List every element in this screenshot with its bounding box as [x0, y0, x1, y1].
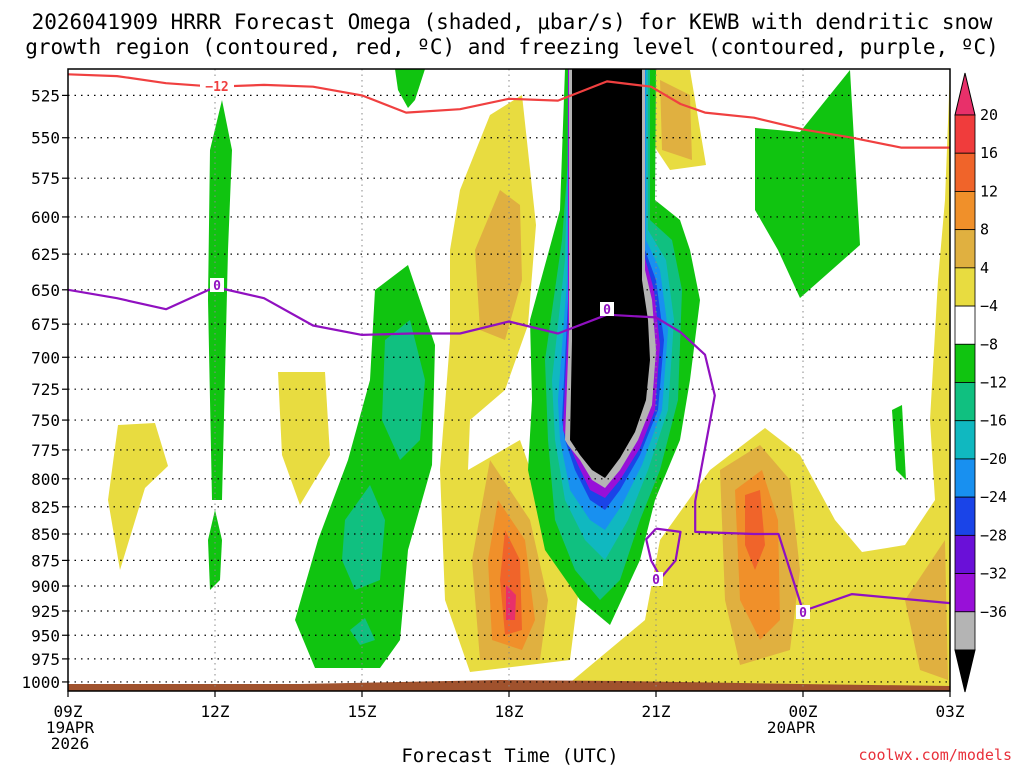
x-tick-label: 21Z	[642, 702, 671, 721]
shade-yellow-mid	[278, 372, 330, 505]
chart-title-line1: 2026041909 HRRR Forecast Omega (shaded, …	[32, 10, 993, 34]
shade-orange-18z-upper	[475, 190, 522, 340]
colorbar-label: −36	[980, 603, 1007, 621]
y-tick-label: 700	[31, 348, 60, 367]
shade-teal-low	[342, 485, 385, 590]
y-tick-label: 675	[31, 315, 60, 334]
colorbar-segment	[954, 191, 976, 231]
colorbar-segment	[954, 534, 976, 574]
colorbar: 20 16 12 8 4 −4 −8 −12 −16 −20 −24 −28 −32 −36	[954, 72, 1007, 693]
colorbar-segment	[954, 114, 976, 154]
colorbar-segment	[954, 229, 976, 269]
x-tick-label: 15Z	[348, 702, 377, 721]
y-axis: 525 550 575 600 625 650 675 700 725 750 775 800 825 8…	[21, 86, 68, 692]
colorbar-label: 4	[980, 259, 989, 277]
colorbar-cap-top	[954, 72, 976, 116]
y-tick-label: 850	[31, 525, 60, 544]
y-tick-label: 600	[31, 208, 60, 227]
colorbar-segment	[954, 420, 976, 460]
x-tick-label: 09Z	[54, 702, 83, 721]
colorbar-label: −20	[980, 450, 1007, 468]
shade-black-core	[570, 69, 650, 478]
shade-green-12z-low	[208, 510, 222, 590]
colorbar-segment	[954, 382, 976, 422]
shade-teal-main	[382, 320, 425, 460]
plot-area	[68, 69, 950, 691]
y-tick-label: 825	[31, 498, 60, 517]
freezing-label-21z: 0	[652, 573, 660, 588]
colorbar-label: −24	[980, 488, 1007, 506]
shade-pink-18z	[506, 585, 516, 620]
colorbar-segment	[954, 267, 976, 307]
shade-orange-top	[660, 80, 692, 160]
freezing-label-20z: 0	[603, 303, 611, 318]
x-tick-label: 2026	[51, 734, 90, 753]
shade-green-small	[892, 405, 906, 480]
colorbar-segment	[954, 611, 976, 651]
y-tick-label: 775	[31, 441, 60, 460]
colorbar-label: −28	[980, 526, 1007, 544]
colorbar-label: −32	[980, 565, 1007, 583]
colorbar-label: 20	[980, 106, 998, 124]
y-tick-label: 900	[31, 577, 60, 596]
colorbar-segment	[954, 152, 976, 192]
shade-yellow-left	[108, 423, 168, 570]
y-tick-label: 625	[31, 245, 60, 264]
gridlines	[68, 69, 950, 691]
y-tick-label: 950	[31, 626, 60, 645]
colorbar-label: 16	[980, 144, 998, 162]
y-tick-label: 875	[31, 551, 60, 570]
x-tick-label: 12Z	[201, 702, 230, 721]
y-tick-label: 550	[31, 129, 60, 148]
y-tick-label: 725	[31, 380, 60, 399]
colorbar-label: −12	[980, 374, 1007, 392]
y-tick-label: 800	[31, 470, 60, 489]
chart-title-line2: growth region (contoured, red, ºC) and f…	[25, 35, 999, 59]
y-tick-label: 575	[31, 169, 60, 188]
shade-red-00z	[745, 490, 765, 570]
colorbar-segment	[954, 458, 976, 498]
colorbar-segment	[954, 305, 976, 345]
colorbar-label: 12	[980, 182, 998, 200]
x-tick-label: 00Z	[789, 702, 818, 721]
shade-orange-right	[905, 540, 948, 680]
colorbar-segment	[954, 343, 976, 383]
y-tick-label: 650	[31, 281, 60, 300]
colorbar-cap-bottom	[954, 649, 976, 693]
y-tick-label: 1000	[21, 673, 60, 692]
y-tick-label: 975	[31, 650, 60, 669]
y-tick-label: 750	[31, 411, 60, 430]
colorbar-label: −8	[980, 335, 998, 353]
dgz-contour-label: −12	[205, 80, 228, 95]
x-tick-label: 03Z	[936, 702, 965, 721]
colorbar-label: 8	[980, 221, 989, 239]
colorbar-label: −16	[980, 412, 1007, 430]
shade-red-18z	[500, 530, 522, 635]
freezing-label-00z: 0	[799, 606, 807, 621]
x-tick-label: 20APR	[767, 718, 816, 737]
shade-green-12z	[208, 100, 232, 500]
freezing-label-12z: 0	[213, 279, 221, 294]
colorbar-segment	[954, 496, 976, 536]
shade-green-top	[395, 69, 425, 108]
colorbar-segment	[954, 573, 976, 613]
y-tick-label: 525	[31, 86, 60, 105]
x-axis-label: Forecast Time (UTC)	[401, 745, 618, 767]
shade-green-right-top	[755, 70, 860, 298]
credit-text: coolwx.com/models	[858, 746, 1012, 764]
contour-labels: −12 0 0 0 0	[200, 79, 810, 621]
y-tick-label: 925	[31, 602, 60, 621]
x-tick-label: 18Z	[495, 702, 524, 721]
x-tick-label: 19APR	[46, 718, 95, 737]
colorbar-label: −4	[980, 297, 998, 315]
